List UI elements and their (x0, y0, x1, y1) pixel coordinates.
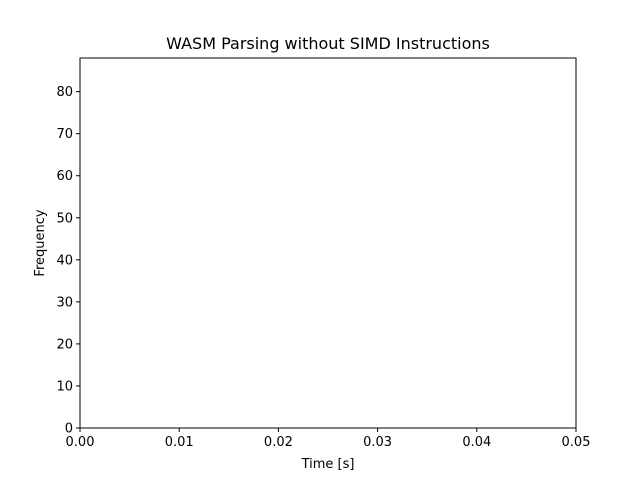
x-axis-ticks: 0.00 0.01 0.02 0.03 0.04 0.05 (66, 428, 591, 450)
y-tick-label: 20 (56, 337, 73, 352)
x-tick-label: 0.00 (66, 435, 95, 450)
x-tick-label: 0.05 (562, 435, 591, 450)
y-tick-label: 30 (56, 295, 73, 310)
y-tick-label: 10 (56, 379, 73, 394)
chart-title: WASM Parsing without SIMD Instructions (166, 34, 490, 53)
plot-area-frame (79, 57, 577, 429)
y-tick-label: 0 (65, 422, 73, 437)
x-tick-label: 0.02 (264, 435, 293, 450)
x-tick-label: 0.04 (462, 435, 491, 450)
y-tick-label: 70 (56, 127, 73, 142)
y-axis-ticks: 0 10 20 30 40 50 60 70 80 (56, 85, 80, 437)
y-tick-label: 50 (56, 211, 73, 226)
x-tick-label: 0.01 (165, 435, 194, 450)
x-axis-label: Time [s] (301, 457, 355, 472)
y-tick-label: 40 (56, 253, 73, 268)
x-tick-label: 0.03 (363, 435, 392, 450)
y-tick-label: 60 (56, 169, 73, 184)
y-tick-label: 80 (56, 85, 73, 100)
y-axis-label: Frequency (33, 209, 48, 276)
